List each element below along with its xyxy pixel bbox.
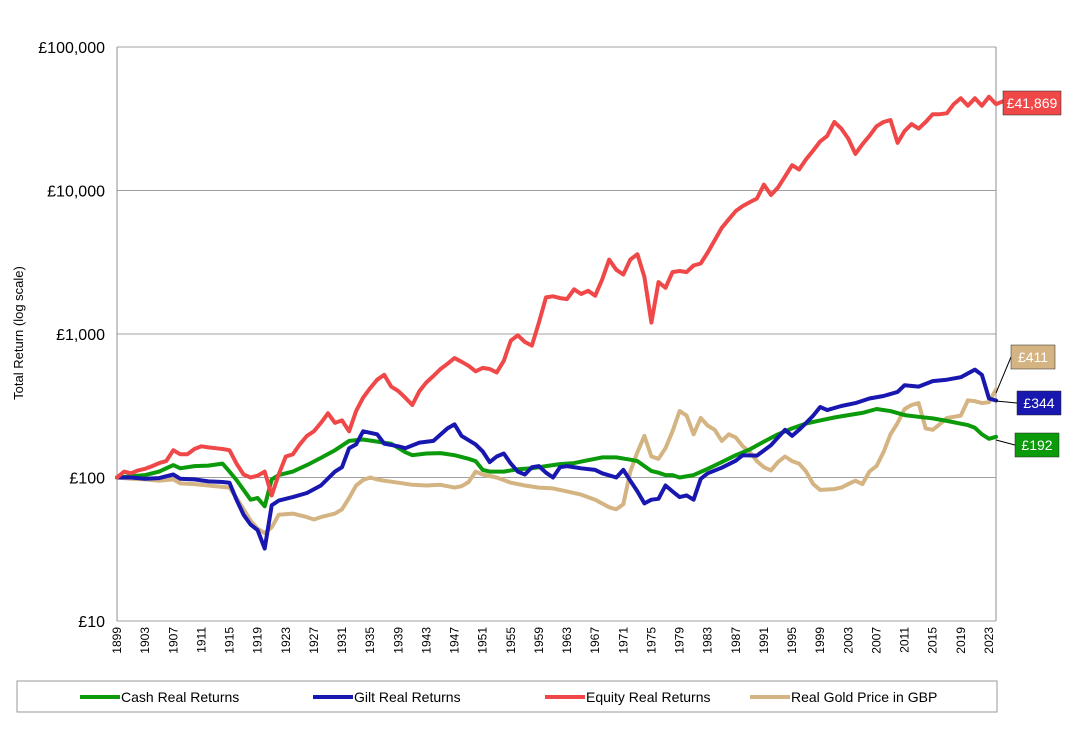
x-tick-label: 1979 bbox=[673, 627, 687, 654]
legend-label-cash-real-returns: Cash Real Returns bbox=[121, 689, 239, 705]
x-tick-label: 1955 bbox=[504, 627, 518, 654]
series-line-cash-real-returns bbox=[115, 407, 998, 509]
x-tick-label: 2011 bbox=[898, 627, 912, 653]
end-label-leader-real-gold-price-in-gbp bbox=[995, 356, 1012, 394]
end-label-gilt-real-returns: £344 bbox=[1023, 395, 1054, 411]
x-tick-label: 1963 bbox=[560, 627, 574, 654]
x-tick-label: 1975 bbox=[644, 627, 658, 654]
end-label-equity-real-returns: £41,869 bbox=[1007, 95, 1058, 111]
x-tick-label: 1899 bbox=[110, 627, 124, 654]
x-tick-label: 1935 bbox=[363, 627, 377, 654]
y-axis-ticks: £100,000 £10,000 £1,000 £100 £10 bbox=[38, 40, 105, 631]
end-label-leader-gilt-real-returns bbox=[995, 400, 1018, 404]
end-label-real-gold-price-in-gbp: £411 bbox=[1018, 349, 1048, 365]
x-tick-label: 2015 bbox=[926, 627, 940, 654]
series-lines bbox=[115, 94, 1005, 551]
x-tick-label: 1919 bbox=[251, 627, 265, 654]
legend-label-equity-real-returns: Equity Real Returns bbox=[586, 689, 711, 705]
x-tick-label: 2007 bbox=[869, 627, 883, 654]
x-tick-label: 1967 bbox=[588, 627, 602, 654]
legend-box bbox=[16, 680, 998, 713]
x-tick-label: 1959 bbox=[532, 627, 546, 654]
end-label-leader-cash-real-returns bbox=[995, 439, 1016, 446]
x-tick-label: 2019 bbox=[954, 627, 968, 654]
series-line-equity-real-returns bbox=[115, 94, 1005, 498]
end-label-cash-real-returns: £192 bbox=[1021, 437, 1052, 453]
x-tick-label: 1939 bbox=[391, 627, 405, 654]
x-tick-label: 2023 bbox=[982, 627, 996, 654]
y-axis-label: Total Return (log scale) bbox=[11, 266, 26, 400]
x-tick-label: 2003 bbox=[841, 627, 855, 654]
x-tick-label: 1943 bbox=[419, 627, 433, 654]
y-tick-label: £100,000 bbox=[38, 40, 105, 57]
x-tick-label: 1991 bbox=[757, 627, 771, 654]
x-tick-label: 1911 bbox=[194, 627, 208, 653]
x-tick-label: 1999 bbox=[813, 627, 827, 654]
legend-label-gilt-real-returns: Gilt Real Returns bbox=[354, 689, 461, 705]
series-line-real-gold-price-in-gbp bbox=[115, 387, 998, 536]
x-tick-label: 1983 bbox=[701, 627, 715, 654]
x-tick-label: 1907 bbox=[166, 627, 180, 654]
gridlines bbox=[116, 46, 997, 622]
x-axis-ticks: 1899 1903 1907 1911 1915 1919 1923 1927 1931 1935… bbox=[110, 627, 996, 654]
y-tick-label: £10,000 bbox=[47, 184, 105, 201]
x-tick-label: 1927 bbox=[307, 627, 321, 654]
y-tick-label: £10 bbox=[78, 614, 105, 631]
legend-label-real-gold-price-in-gbp: Real Gold Price in GBP bbox=[791, 689, 937, 705]
x-tick-label: 1987 bbox=[729, 627, 743, 654]
x-tick-label: 1915 bbox=[223, 627, 237, 654]
end-label-box-equity-real-returns bbox=[1002, 90, 1062, 116]
x-tick-label: 1931 bbox=[335, 627, 349, 654]
end-label-box-gilt-real-returns bbox=[1016, 390, 1062, 416]
y-tick-label: £100 bbox=[69, 471, 105, 488]
x-tick-label: 1923 bbox=[279, 627, 293, 654]
x-tick-label: 1951 bbox=[476, 627, 490, 654]
x-tick-label: 1971 bbox=[616, 627, 630, 654]
end-label-box-real-gold-price-in-gbp bbox=[1010, 344, 1056, 370]
y-tick-label: £1,000 bbox=[56, 327, 105, 344]
series-line-gilt-real-returns bbox=[115, 367, 998, 551]
legend: Cash Real Returns Gilt Real Returns Equity… bbox=[16, 680, 998, 713]
end-labels: £192 £344 £41,869 £411 bbox=[995, 90, 1062, 458]
end-label-box-cash-real-returns bbox=[1014, 432, 1060, 458]
x-tick-label: 1947 bbox=[448, 627, 462, 654]
x-tick-label: 1995 bbox=[785, 627, 799, 654]
x-tick-label: 1903 bbox=[138, 627, 152, 654]
